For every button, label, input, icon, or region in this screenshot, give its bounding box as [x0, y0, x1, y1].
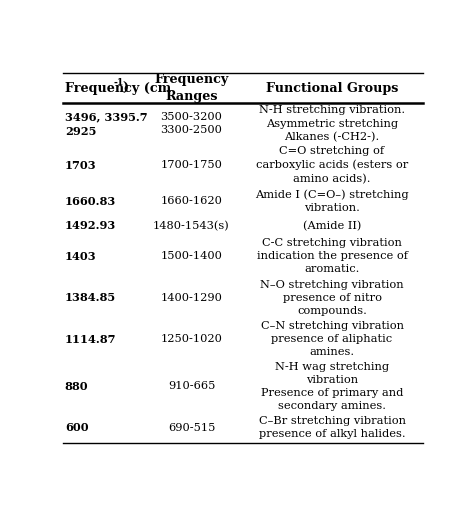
Text: 3496, 3395.7
2925: 3496, 3395.7 2925	[65, 111, 147, 136]
Text: N-H wag stretching
vibration
Presence of primary and
secondary amines.: N-H wag stretching vibration Presence of…	[261, 361, 403, 411]
Text: C–Br stretching vibration
presence of alkyl halides.: C–Br stretching vibration presence of al…	[258, 416, 406, 439]
Text: ): )	[122, 82, 128, 95]
Text: 1660-1620: 1660-1620	[161, 196, 222, 206]
Text: 1660.83: 1660.83	[65, 196, 116, 206]
Text: 1500-1400: 1500-1400	[161, 251, 222, 261]
Text: 1384.85: 1384.85	[65, 292, 116, 303]
Text: N-H stretching vibration.
Asymmetric stretching
Alkanes (-CH2-).: N-H stretching vibration. Asymmetric str…	[259, 105, 405, 142]
Text: N–O stretching vibration
presence of nitro
compounds.: N–O stretching vibration presence of nit…	[260, 280, 404, 316]
Text: 1114.87: 1114.87	[65, 334, 116, 345]
Text: 1700-1750: 1700-1750	[161, 160, 222, 170]
Text: Functional Groups: Functional Groups	[266, 82, 398, 95]
Text: 1400-1290: 1400-1290	[161, 293, 222, 303]
Text: C–N stretching vibration
presence of aliphatic
amines.: C–N stretching vibration presence of ali…	[261, 321, 403, 358]
Text: Frequency (cm: Frequency (cm	[65, 82, 171, 95]
Text: 910-665: 910-665	[168, 381, 215, 391]
Text: 1492.93: 1492.93	[65, 220, 116, 231]
Text: 880: 880	[65, 381, 88, 392]
Text: (Amide II): (Amide II)	[303, 221, 361, 231]
Text: 1403: 1403	[65, 251, 96, 262]
Text: C=O stretching of
carboxylic acids (esters or
amino acids).: C=O stretching of carboxylic acids (este…	[256, 147, 408, 184]
Text: 3500-3200
3300-2500: 3500-3200 3300-2500	[161, 112, 222, 135]
Text: 1250-1020: 1250-1020	[161, 334, 222, 344]
Text: Frequency
Ranges: Frequency Ranges	[155, 73, 228, 103]
Text: -1: -1	[114, 78, 124, 87]
Text: Amide I (C=O–) stretching
vibration.: Amide I (C=O–) stretching vibration.	[255, 189, 409, 213]
Text: 1703: 1703	[65, 160, 96, 171]
Text: 1480-1543(s): 1480-1543(s)	[153, 221, 230, 231]
Text: 600: 600	[65, 422, 88, 433]
Text: C-C stretching vibration
indication the presence of
aromatic.: C-C stretching vibration indication the …	[256, 238, 408, 274]
Text: 690-515: 690-515	[168, 423, 215, 433]
